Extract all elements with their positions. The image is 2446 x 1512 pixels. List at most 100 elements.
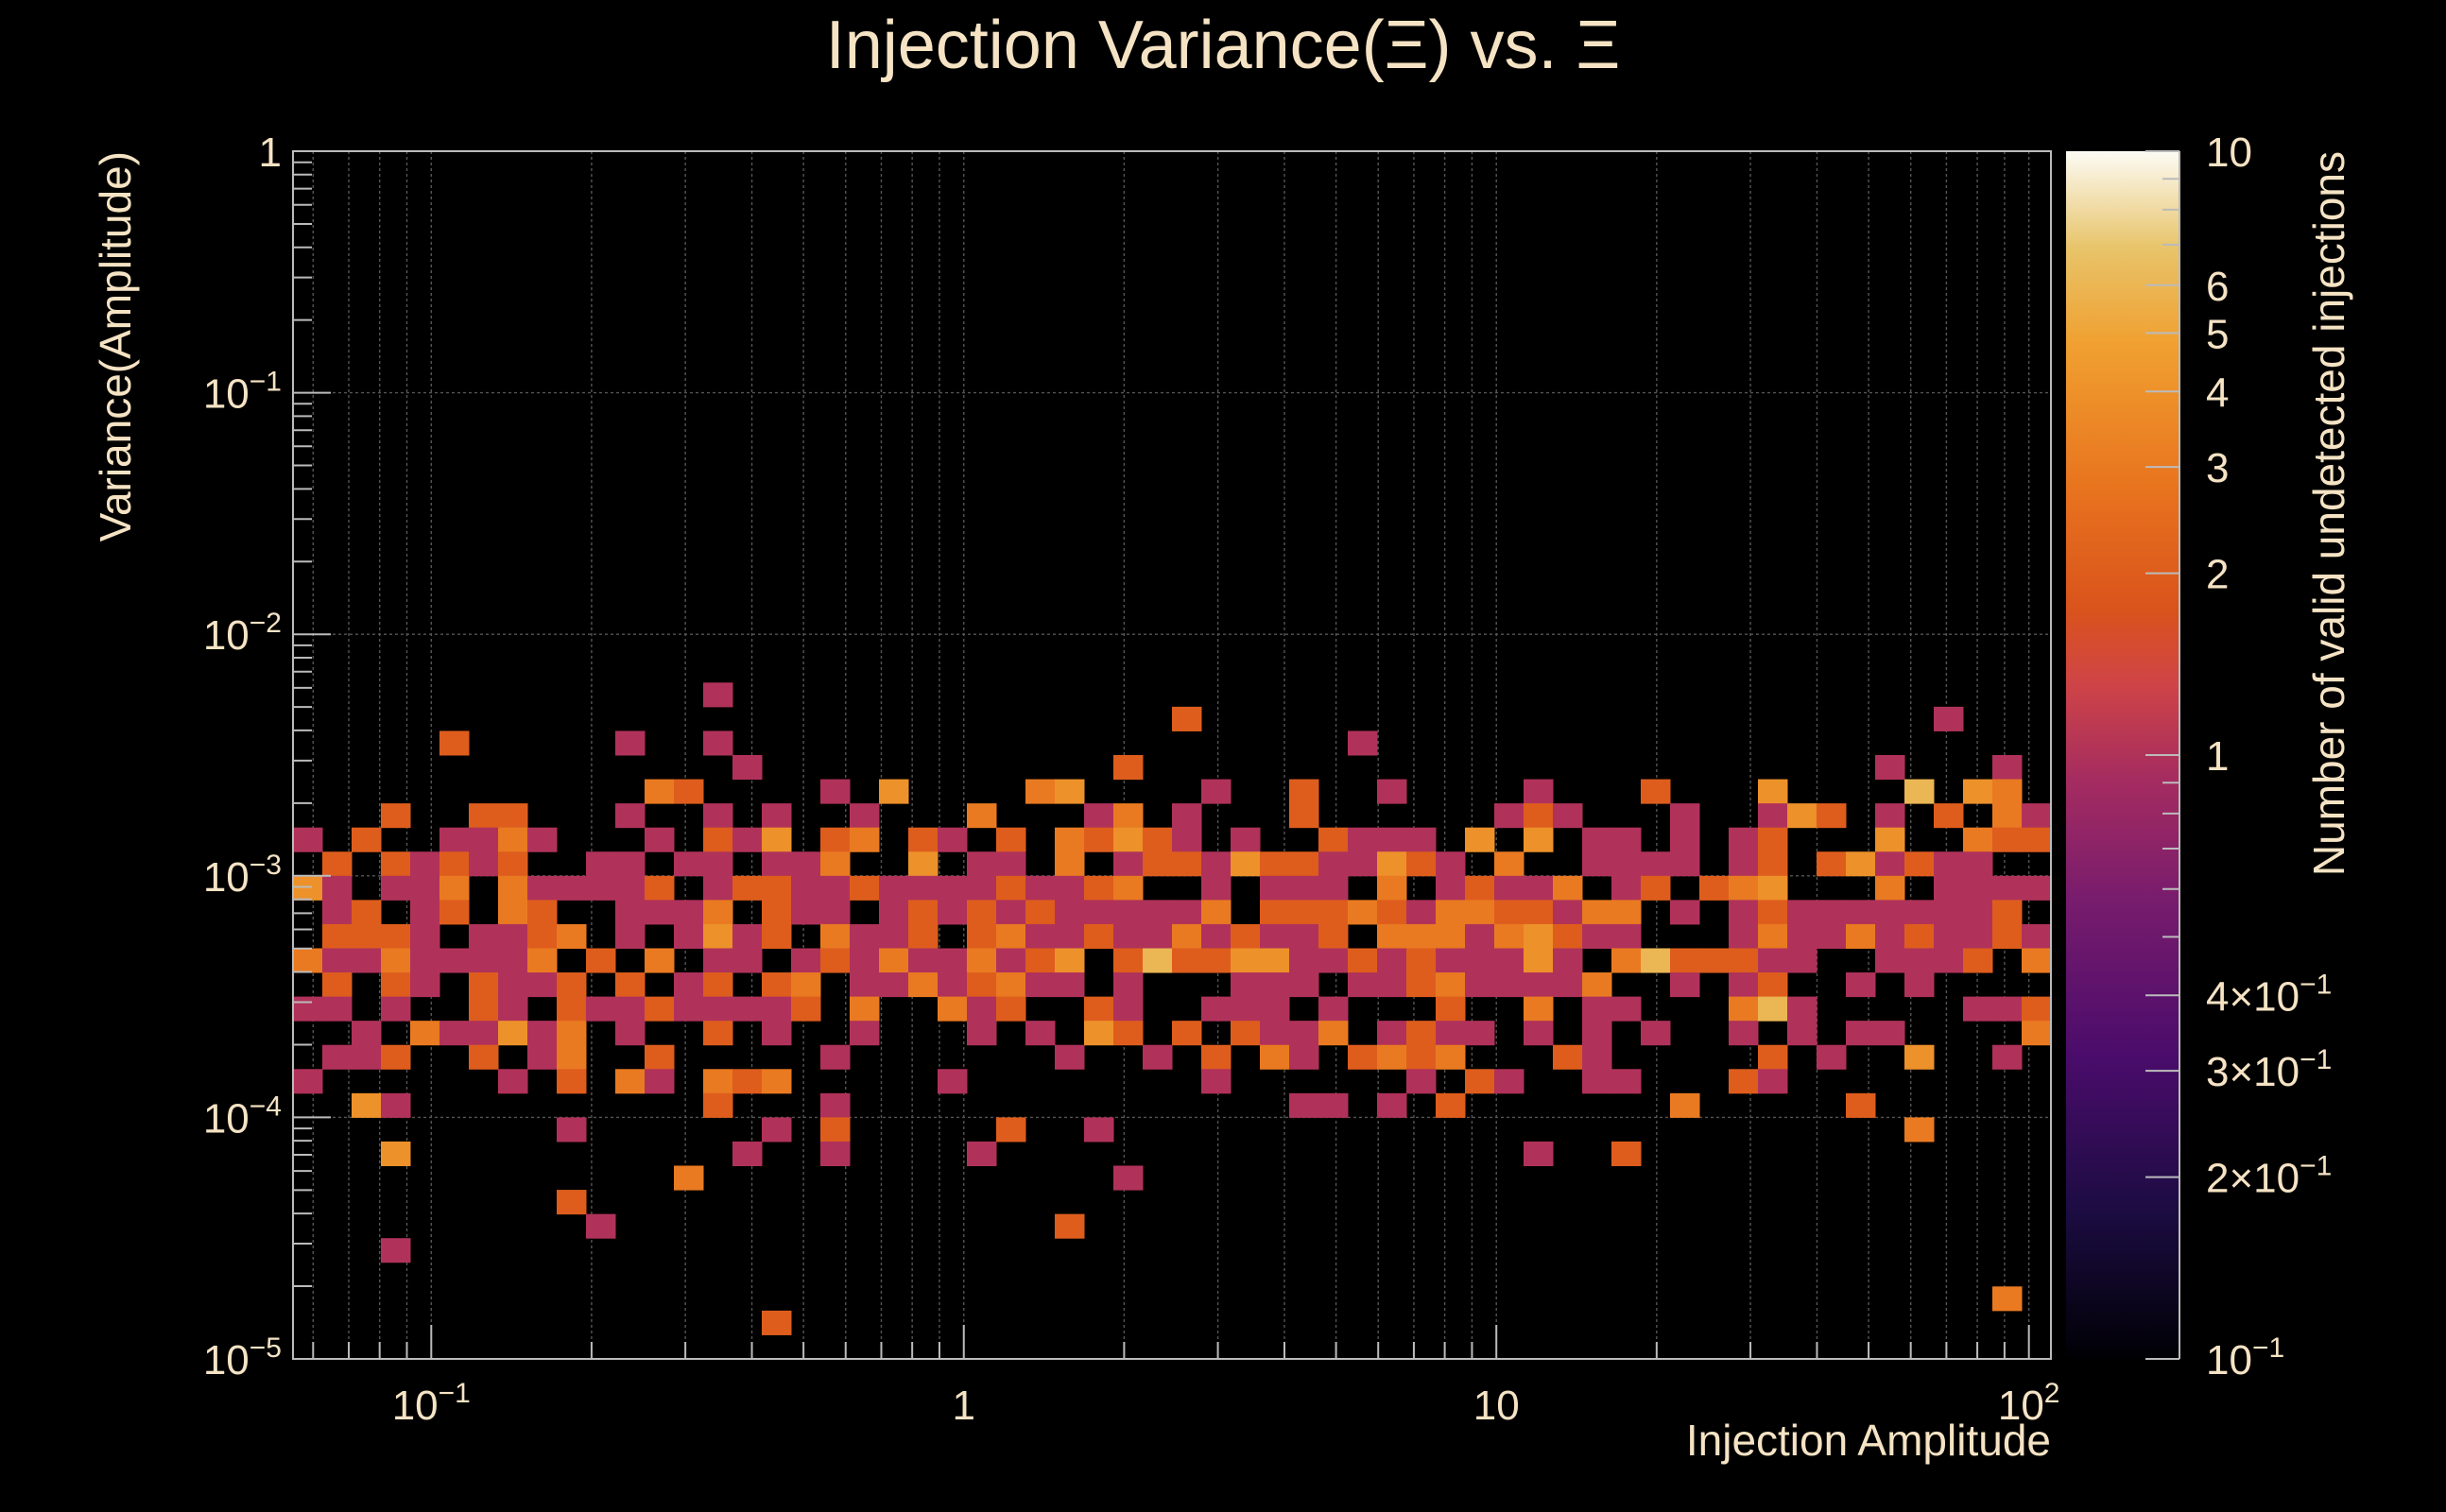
heatmap-cell (1992, 1044, 2023, 1070)
heatmap-cell (1289, 1021, 1319, 1046)
heatmap-cell (1904, 972, 1935, 998)
heatmap-cell (879, 972, 909, 998)
heatmap-cell (1289, 875, 1319, 901)
heatmap-cell (1904, 900, 1935, 925)
heatmap-cell (1055, 1044, 1085, 1070)
heatmap-cell (1524, 972, 1554, 998)
y-tick-label: 10−5 (203, 1332, 282, 1383)
heatmap-cell (1143, 900, 1173, 925)
heatmap-cell (1758, 996, 1788, 1022)
heatmap-cell (410, 851, 440, 877)
heatmap-cell (293, 1069, 323, 1094)
heatmap-cell (1787, 1021, 1817, 1046)
heatmap-cell (293, 948, 323, 973)
heatmap-cell (557, 1117, 587, 1143)
heatmap-cell (1992, 900, 2023, 925)
heatmap-cell (1904, 923, 1935, 949)
colorbar-label: Number of valid undetected injections (2304, 151, 2353, 876)
heatmap-cell (439, 875, 470, 901)
colorbar-tick-label: 4 (2206, 369, 2229, 416)
heatmap-cell (469, 948, 499, 973)
heatmap-cell (1025, 875, 1056, 901)
heatmap-cell (645, 827, 675, 852)
heatmap-cell (1465, 875, 1495, 901)
heatmap-cell (410, 875, 440, 901)
heatmap-cell (1758, 923, 1788, 949)
heatmap-cell (1875, 827, 1905, 852)
heatmap-cell (1025, 900, 1056, 925)
heatmap-cell (732, 996, 763, 1022)
heatmap-cell (908, 972, 939, 998)
heatmap-cell (1377, 875, 1407, 901)
heatmap-cells (293, 682, 2052, 1335)
heatmap-cell (381, 948, 411, 973)
heatmap-cell (996, 851, 1026, 877)
x-tick-label: 10 (1473, 1383, 1520, 1429)
heatmap-cell (1348, 900, 1378, 925)
heatmap-cell (1055, 948, 1085, 973)
heatmap-cell (1611, 875, 1642, 901)
heatmap-cell (498, 948, 528, 973)
heatmap-cell (1289, 1092, 1319, 1118)
heatmap-cell (410, 972, 440, 998)
heatmap-cell (1875, 851, 1905, 877)
heatmap-cell (1553, 900, 1583, 925)
heatmap-cell (1406, 1021, 1437, 1046)
heatmap-cell (1670, 851, 1700, 877)
heatmap-cell (527, 1044, 558, 1070)
heatmap-cell (1494, 851, 1524, 877)
heatmap-cell (1113, 972, 1144, 998)
heatmap-cell (1406, 827, 1437, 852)
heatmap-cell (2022, 1021, 2052, 1046)
heatmap-cell (1904, 948, 1935, 973)
y-tick-label: 10−4 (203, 1091, 282, 1142)
heatmap-cell (762, 1069, 792, 1094)
heatmap-cell (703, 875, 733, 901)
heatmap-cell (557, 1044, 587, 1070)
heatmap-cell (967, 1021, 997, 1046)
heatmap-cell (1231, 1021, 1261, 1046)
heatmap-cell (1904, 851, 1935, 877)
heatmap-cell (1670, 948, 1700, 973)
y-tick-label-exponent: −2 (250, 608, 282, 639)
heatmap-cell (1377, 1092, 1407, 1118)
heatmap-cell (645, 1044, 675, 1070)
heatmap-cell (1494, 803, 1524, 829)
heatmap-cell (674, 923, 704, 949)
heatmap-cell (1436, 1021, 1466, 1046)
heatmap-cell (1377, 923, 1407, 949)
heatmap-cell (1377, 972, 1407, 998)
heatmap-cell (967, 996, 997, 1022)
heatmap-cell (469, 803, 499, 829)
heatmap-cell (1113, 803, 1144, 829)
heatmap-cell (703, 1092, 733, 1118)
colorbar-tick-label: 10−1 (2206, 1332, 2284, 1383)
heatmap-cell (439, 851, 470, 877)
heatmap-cell (1201, 1044, 1232, 1070)
heatmap-cell (1699, 875, 1730, 901)
heatmap-cell (1231, 923, 1261, 949)
heatmap-cell (1963, 996, 1993, 1022)
heatmap-cell (1934, 923, 1964, 949)
heatmap-cell (1641, 948, 1671, 973)
heatmap-cell (1084, 803, 1114, 829)
heatmap-cell (879, 923, 909, 949)
heatmap-cell (1289, 779, 1319, 804)
heatmap-cell (1846, 1092, 1876, 1118)
heatmap-cell (1406, 851, 1437, 877)
heatmap-cell (1025, 948, 1056, 973)
heatmap-cell (703, 923, 733, 949)
heatmap-cell (1318, 875, 1349, 901)
heatmap-cell (1231, 996, 1261, 1022)
heatmap-cell (996, 923, 1026, 949)
heatmap-cell (1992, 923, 2023, 949)
heatmap-cell (732, 1069, 763, 1094)
heatmap-cell (1055, 827, 1085, 852)
heatmap-cell (674, 779, 704, 804)
heatmap-cell (410, 900, 440, 925)
heatmap-cell (732, 948, 763, 973)
heatmap-cell (1934, 803, 1964, 829)
heatmap-cell (1729, 1069, 1759, 1094)
heatmap-cell (1611, 923, 1642, 949)
heatmap-cell (1670, 972, 1700, 998)
